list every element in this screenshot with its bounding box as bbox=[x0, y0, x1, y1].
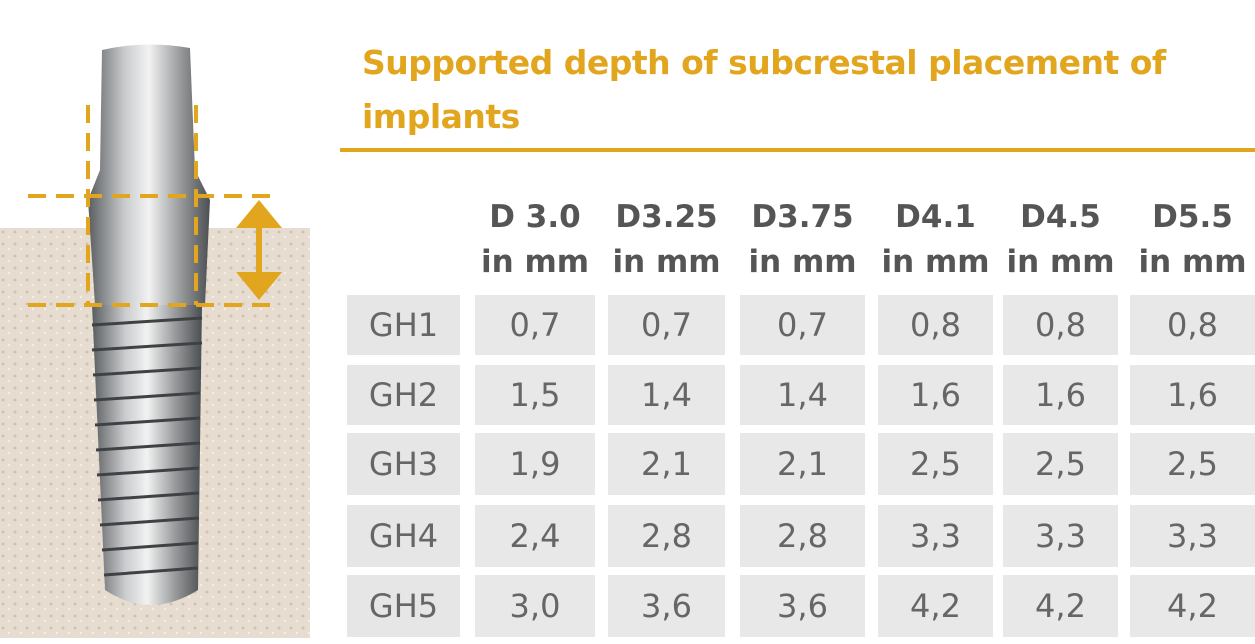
value-cell: 4,2 bbox=[1130, 575, 1255, 637]
value-cell: 0,7 bbox=[475, 295, 595, 355]
column-unit: in mm bbox=[748, 244, 857, 280]
abutment bbox=[88, 44, 210, 305]
value-cell: 3,0 bbox=[475, 575, 595, 637]
column-name: D4.1 bbox=[895, 199, 976, 235]
value-cell: 2,4 bbox=[475, 505, 595, 567]
depth-guides bbox=[28, 105, 272, 307]
value-cell: 4,2 bbox=[1003, 575, 1118, 637]
value-cell: 2,5 bbox=[878, 433, 993, 495]
column-name: D4.5 bbox=[1020, 199, 1101, 235]
column-name: D5.5 bbox=[1152, 199, 1233, 235]
value-cell: 3,3 bbox=[878, 505, 993, 567]
row-label: GH4 bbox=[347, 505, 460, 567]
column-name: D3.75 bbox=[751, 199, 854, 235]
value-cell: 2,1 bbox=[608, 433, 725, 495]
value-cell: 2,5 bbox=[1130, 433, 1255, 495]
value-cell: 0,7 bbox=[608, 295, 725, 355]
value-cell: 3,6 bbox=[608, 575, 725, 637]
row-label: GH2 bbox=[347, 365, 460, 425]
column-unit: in mm bbox=[612, 244, 721, 280]
column-unit: in mm bbox=[881, 244, 990, 280]
implant-illustration bbox=[0, 44, 310, 638]
value-cell: 2,8 bbox=[608, 505, 725, 567]
column-unit: in mm bbox=[480, 244, 590, 280]
column-name: D3.25 bbox=[615, 199, 718, 235]
value-cell: 1,9 bbox=[475, 433, 595, 495]
value-cell: 0,7 bbox=[740, 295, 865, 355]
value-cell: 0,8 bbox=[1003, 295, 1118, 355]
value-cell: 1,4 bbox=[608, 365, 725, 425]
value-cell: 1,6 bbox=[1130, 365, 1255, 425]
row-label: GH3 bbox=[347, 433, 460, 495]
value-cell: 1,6 bbox=[1003, 365, 1118, 425]
threads bbox=[91, 316, 203, 577]
row-label: GH1 bbox=[347, 295, 460, 355]
value-cell: 2,8 bbox=[740, 505, 865, 567]
title: Supported depth of subcrestal placement … bbox=[362, 43, 1166, 136]
column-name: D 3.0 bbox=[489, 199, 581, 235]
value-cell: 1,6 bbox=[878, 365, 993, 425]
depth-arrow bbox=[236, 200, 282, 300]
value-cell: 3,3 bbox=[1003, 505, 1118, 567]
value-cell: 0,8 bbox=[1130, 295, 1255, 355]
value-cell: 0,8 bbox=[878, 295, 993, 355]
column-unit: in mm bbox=[1138, 244, 1247, 280]
column-unit: in mm bbox=[1006, 244, 1115, 280]
value-cell: 3,3 bbox=[1130, 505, 1255, 567]
value-cell: 2,5 bbox=[1003, 433, 1118, 495]
title-rule bbox=[340, 148, 1255, 152]
implant-body bbox=[92, 305, 202, 605]
value-cell: 3,6 bbox=[740, 575, 865, 637]
value-cell: 1,5 bbox=[475, 365, 595, 425]
value-cell: 4,2 bbox=[878, 575, 993, 637]
value-cell: 2,1 bbox=[740, 433, 865, 495]
value-cell: 1,4 bbox=[740, 365, 865, 425]
row-label: GH5 bbox=[347, 575, 460, 637]
